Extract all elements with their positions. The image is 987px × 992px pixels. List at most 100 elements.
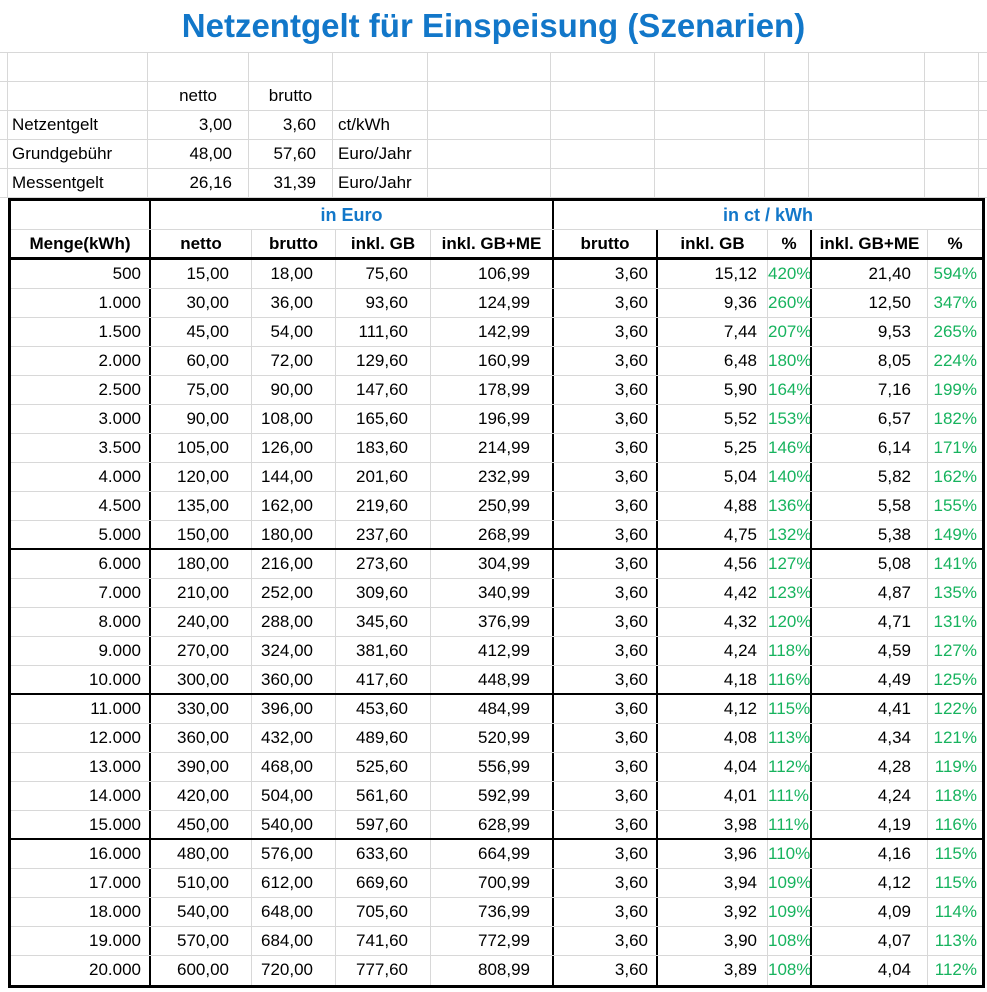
- cell[interactable]: 3,60: [554, 753, 658, 781]
- cell[interactable]: 772,99: [431, 927, 554, 955]
- cell[interactable]: 3,60: [554, 666, 658, 693]
- info-label[interactable]: Netzentgelt: [8, 111, 148, 139]
- cell[interactable]: 3,60: [554, 579, 658, 607]
- cell[interactable]: 420,00: [151, 782, 252, 810]
- cell[interactable]: 484,99: [431, 695, 554, 723]
- cell[interactable]: 3,96: [658, 840, 768, 868]
- cell[interactable]: 628,99: [431, 811, 554, 838]
- cell[interactable]: 4,88: [658, 492, 768, 520]
- cell[interactable]: 120%: [768, 608, 812, 636]
- cell-menge[interactable]: 1.000: [11, 289, 151, 317]
- cell[interactable]: 18,00: [252, 260, 336, 288]
- cell[interactable]: 109%: [768, 869, 812, 897]
- cell[interactable]: 3,60: [554, 637, 658, 665]
- cell[interactable]: 736,99: [431, 898, 554, 926]
- cell[interactable]: 108%: [768, 956, 812, 985]
- cell[interactable]: 4,08: [658, 724, 768, 752]
- cell[interactable]: 210,00: [151, 579, 252, 607]
- cell[interactable]: 4,16: [812, 840, 928, 868]
- cell[interactable]: 4,75: [658, 521, 768, 548]
- cell[interactable]: 270,00: [151, 637, 252, 665]
- info-brutto-value[interactable]: 57,60: [249, 140, 333, 168]
- cell[interactable]: 600,00: [151, 956, 252, 985]
- cell[interactable]: 347%: [933, 293, 977, 312]
- col-header-inkl-gbme[interactable]: inkl. GB+ME: [431, 230, 554, 257]
- cell[interactable]: 450,00: [151, 811, 252, 838]
- cell-menge[interactable]: 10.000: [11, 666, 151, 693]
- cell[interactable]: 525,60: [336, 753, 431, 781]
- cell[interactable]: 119%: [934, 757, 977, 776]
- cell[interactable]: 4,56: [658, 550, 768, 578]
- cell[interactable]: 136%: [768, 492, 812, 520]
- cell[interactable]: 149%: [933, 525, 977, 544]
- cell[interactable]: 4,07: [812, 927, 928, 955]
- cell-menge[interactable]: 2.500: [11, 376, 151, 404]
- cell[interactable]: 3,60: [554, 376, 658, 404]
- cell[interactable]: 45,00: [151, 318, 252, 346]
- cell[interactable]: 376,99: [431, 608, 554, 636]
- cell[interactable]: 115%: [768, 695, 812, 723]
- cell[interactable]: 300,00: [151, 666, 252, 693]
- cell[interactable]: 612,00: [252, 869, 336, 897]
- cell-menge[interactable]: 11.000: [11, 695, 151, 723]
- cell[interactable]: 214,99: [431, 434, 554, 462]
- cell[interactable]: 252,00: [252, 579, 336, 607]
- cell[interactable]: 5,82: [812, 463, 928, 491]
- cell[interactable]: 121%: [933, 728, 977, 747]
- cell[interactable]: 648,00: [252, 898, 336, 926]
- cell[interactable]: 3,60: [554, 521, 658, 548]
- cell[interactable]: 141%: [933, 554, 977, 573]
- cell[interactable]: 224%: [933, 351, 977, 370]
- cell-menge[interactable]: 7.000: [11, 579, 151, 607]
- cell-menge[interactable]: 19.000: [11, 927, 151, 955]
- info-header-brutto[interactable]: brutto: [249, 82, 333, 110]
- cell[interactable]: 3,60: [554, 811, 658, 838]
- cell[interactable]: 4,41: [812, 695, 928, 723]
- cell[interactable]: 108%: [768, 927, 812, 955]
- cell-menge[interactable]: 8.000: [11, 608, 151, 636]
- cell[interactable]: 540,00: [151, 898, 252, 926]
- cell[interactable]: 390,00: [151, 753, 252, 781]
- cell[interactable]: 240,00: [151, 608, 252, 636]
- cell[interactable]: 304,99: [431, 550, 554, 578]
- info-brutto-value[interactable]: 3,60: [249, 111, 333, 139]
- cell[interactable]: 4,04: [812, 956, 928, 985]
- cell[interactable]: 180,00: [151, 550, 252, 578]
- cell[interactable]: 3,60: [554, 608, 658, 636]
- cell[interactable]: 480,00: [151, 840, 252, 868]
- cell[interactable]: 15,12: [658, 260, 768, 288]
- cell[interactable]: 116%: [768, 666, 812, 693]
- cell[interactable]: 594%: [933, 264, 977, 283]
- cell[interactable]: 5,04: [658, 463, 768, 491]
- cell-menge[interactable]: 500: [11, 260, 151, 288]
- cell[interactable]: 381,60: [336, 637, 431, 665]
- cell[interactable]: 21,40: [812, 260, 928, 288]
- cell-menge[interactable]: 4.000: [11, 463, 151, 491]
- cell[interactable]: 412,99: [431, 637, 554, 665]
- cell[interactable]: 54,00: [252, 318, 336, 346]
- cell[interactable]: 5,25: [658, 434, 768, 462]
- info-unit[interactable]: Euro/Jahr: [333, 140, 428, 168]
- cell[interactable]: 4,32: [658, 608, 768, 636]
- cell[interactable]: 113%: [768, 724, 812, 752]
- cell-menge[interactable]: 5.000: [11, 521, 151, 548]
- cell[interactable]: 116%: [934, 815, 977, 834]
- cell[interactable]: 273,60: [336, 550, 431, 578]
- cell[interactable]: 60,00: [151, 347, 252, 375]
- cell[interactable]: 111%: [768, 811, 812, 838]
- cell-menge[interactable]: 13.000: [11, 753, 151, 781]
- cell[interactable]: 127%: [933, 641, 977, 660]
- cell[interactable]: 260%: [768, 289, 812, 317]
- cell[interactable]: 232,99: [431, 463, 554, 491]
- cell[interactable]: 7,16: [812, 376, 928, 404]
- cell[interactable]: 127%: [768, 550, 812, 578]
- cell[interactable]: 570,00: [151, 927, 252, 955]
- cell[interactable]: 345,60: [336, 608, 431, 636]
- cell-menge[interactable]: 16.000: [11, 840, 151, 868]
- cell[interactable]: 664,99: [431, 840, 554, 868]
- info-label[interactable]: Messentgelt: [8, 169, 148, 197]
- cell[interactable]: 237,60: [336, 521, 431, 548]
- cell[interactable]: 540,00: [252, 811, 336, 838]
- cell[interactable]: 4,28: [812, 753, 928, 781]
- cell[interactable]: 162%: [933, 467, 977, 486]
